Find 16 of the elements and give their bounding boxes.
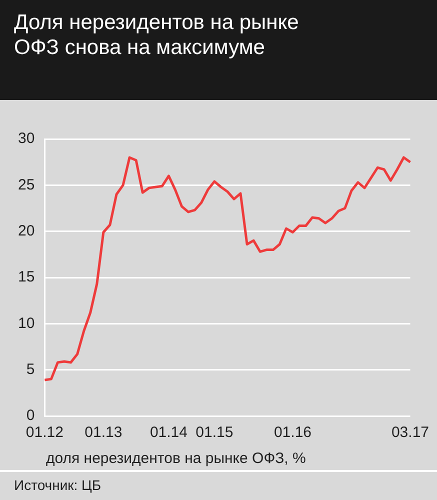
chart-title: Доля нерезидентов на рынке ОФЗ снова на максимуме xyxy=(14,10,300,60)
y-tick-label: 30 xyxy=(18,130,35,148)
y-tick-label: 25 xyxy=(18,176,35,194)
y-tick-label: 0 xyxy=(26,407,35,424)
x-tick-label: 01.13 xyxy=(84,424,122,442)
y-tick-label: 5 xyxy=(26,360,35,378)
y-tick-label: 10 xyxy=(18,314,35,332)
x-tick-label: 01.15 xyxy=(196,424,234,442)
x-tick-label: 01.12 xyxy=(26,424,64,442)
x-tick-label: 01.16 xyxy=(274,424,312,442)
y-tick-label: 15 xyxy=(18,268,35,286)
x-tick-label: 01.14 xyxy=(150,424,188,442)
x-tick-label: 03.17 xyxy=(391,424,430,442)
y-tick-label: 20 xyxy=(18,222,35,240)
text: Источник: ЦБ xyxy=(14,477,102,493)
x-axis-title: доля нерезидентов на рынке ОФЗ, % xyxy=(45,450,307,467)
